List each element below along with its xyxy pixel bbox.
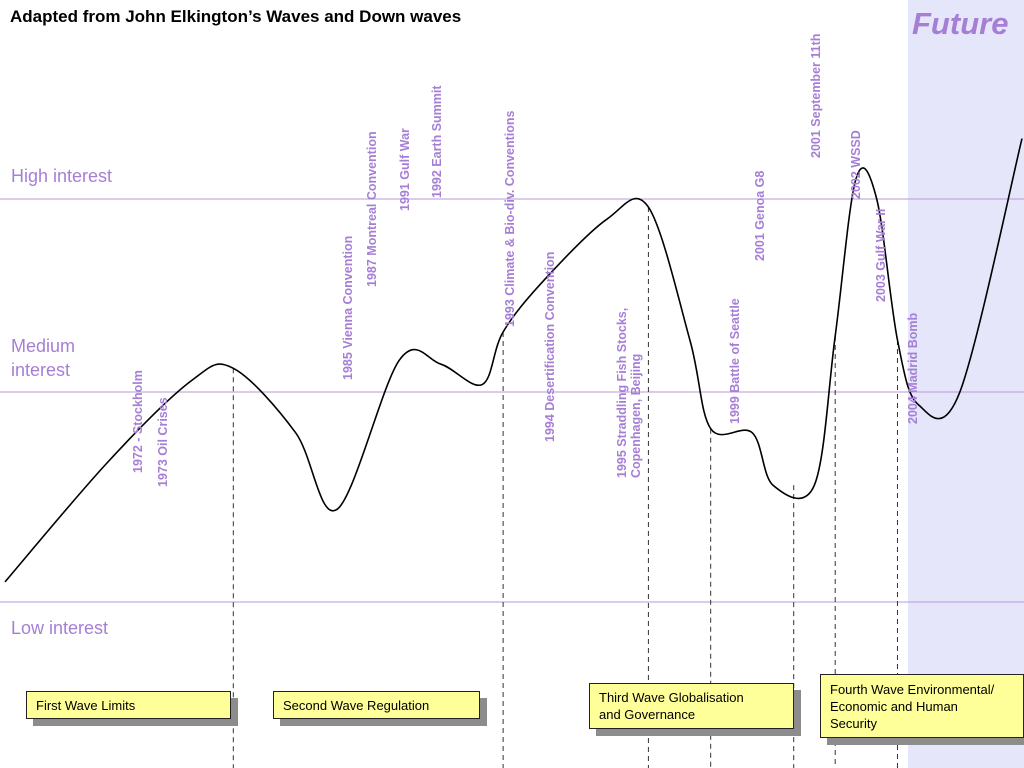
event-label: 1987 Montreal Convention: [365, 131, 379, 287]
event-label: 2003 Gulf War II: [874, 208, 888, 302]
event-label: 1985 Vienna Convention: [341, 235, 355, 380]
event-marker-lines: [232, 207, 898, 768]
first-wave-box: First Wave Limits: [26, 691, 238, 726]
event-label: 1993 Climate & Bio-div. Conventions: [503, 110, 517, 327]
medium-interest-label: Medium interest: [11, 336, 76, 380]
second-wave-box: Second Wave Regulation: [273, 691, 487, 726]
high-interest-label: High interest: [11, 166, 113, 186]
event-label: 2001 September 11th: [809, 33, 823, 158]
event-label: 2004 Madrid Bomb: [906, 312, 920, 424]
event-label: 2002 WSSD: [849, 130, 863, 199]
page-title: Adapted from John Elkington’s Waves and …: [10, 7, 462, 26]
future-label: Future: [912, 6, 1009, 41]
interest-curve: [4, 138, 1023, 583]
event-label: 1972 - Stockholm: [131, 370, 145, 473]
future-band: [908, 0, 1024, 768]
event-label: 1973 Oil Crises: [156, 397, 170, 487]
event-label: 1995 Straddling Fish Stocks, Copenhagen,…: [615, 307, 643, 478]
third-wave-box: Third Wave Globalisation and Governance: [589, 683, 801, 736]
fourth-wave-box: Fourth Wave Environmental/ Economic and …: [820, 674, 1024, 745]
event-label: 1992 Earth Summit: [430, 85, 444, 198]
event-label: 1999 Battle of Seattle: [728, 298, 742, 424]
event-label: 1994 Desertification Convention: [543, 251, 557, 442]
second-wave-label: Second Wave Regulation: [273, 691, 480, 719]
fourth-wave-label: Fourth Wave Environmental/ Economic and …: [820, 674, 1024, 738]
event-label: 2001 Genoa G8: [753, 170, 767, 261]
third-wave-label: Third Wave Globalisation and Governance: [589, 683, 794, 729]
first-wave-label: First Wave Limits: [26, 691, 231, 719]
event-label: 1991 Gulf War: [398, 128, 412, 211]
low-interest-label: Low interest: [11, 618, 109, 638]
